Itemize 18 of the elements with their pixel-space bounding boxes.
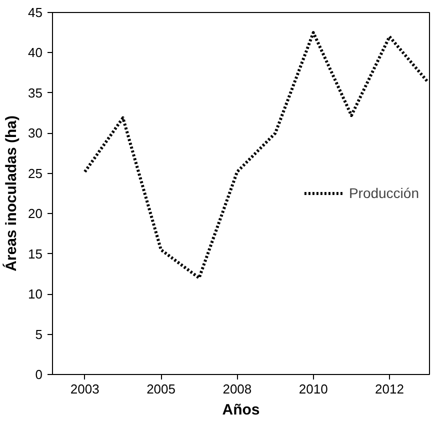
x-tick-label: 2003 <box>70 382 100 396</box>
y-tick-label: 20 <box>28 206 43 222</box>
y-tick-label: 25 <box>28 166 43 181</box>
y-tick-label: 40 <box>28 45 43 60</box>
y-tick-label: 35 <box>28 85 43 100</box>
y-axis-title: Áreas inoculadas (ha) <box>2 116 20 272</box>
x-tick-label: 2012 <box>375 382 404 396</box>
x-tick-label: 2008 <box>222 382 252 396</box>
x-tick-label: 2010 <box>298 382 328 396</box>
x-axis-title: Años <box>222 402 260 418</box>
y-tick-label: 45 <box>28 5 43 20</box>
y-tick-label: 30 <box>28 126 43 141</box>
legend-label: Producción <box>348 185 419 201</box>
y-tick-label: 15 <box>28 246 43 262</box>
y-tick-label: 0 <box>35 367 43 382</box>
y-tick-label: 5 <box>35 326 43 342</box>
y-tick-label: 10 <box>28 286 43 302</box>
x-tick-label: 2005 <box>146 382 176 396</box>
